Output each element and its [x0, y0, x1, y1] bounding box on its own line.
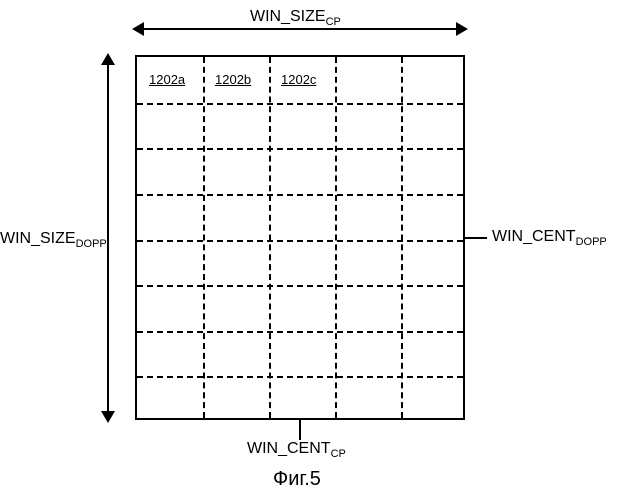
- left-arrow-top: [101, 53, 115, 65]
- grid-col-line: [335, 57, 337, 418]
- cell-label-a: 1202a: [149, 72, 185, 87]
- top-label-text: WIN_SIZE: [250, 8, 326, 25]
- right-label-sub: DOPP: [576, 236, 607, 248]
- right-label: WIN_CENTDOPP: [492, 228, 607, 248]
- grid-row-line: [137, 103, 463, 105]
- right-pointer: [465, 237, 487, 239]
- grid-col-line: [203, 57, 205, 418]
- left-label-text: WIN_SIZE: [0, 230, 76, 247]
- diagram-container: WIN_SIZECP WIN_SIZEDOPP 1202a 1202b 1202…: [0, 0, 622, 500]
- grid-col-line: [269, 57, 271, 418]
- left-arrow-line: [107, 62, 109, 414]
- top-label: WIN_SIZECP: [250, 8, 341, 28]
- grid-row-line: [137, 240, 463, 242]
- left-label-sub: DOPP: [76, 238, 107, 250]
- grid-row-line: [137, 148, 463, 150]
- figure-caption: Фиг.5: [273, 468, 321, 491]
- grid-row-line: [137, 194, 463, 196]
- grid-row-line: [137, 285, 463, 287]
- bottom-label-sub: CP: [331, 448, 346, 460]
- grid-window: 1202a 1202b 1202c: [135, 55, 465, 420]
- left-arrow-bottom: [101, 411, 115, 423]
- bottom-label-text: WIN_CENT: [247, 440, 331, 457]
- cell-label-b: 1202b: [215, 72, 251, 87]
- top-arrow-left: [132, 22, 144, 36]
- grid-row-line: [137, 376, 463, 378]
- top-arrow-right: [456, 22, 468, 36]
- top-arrow-line: [140, 28, 460, 30]
- grid-col-line: [401, 57, 403, 418]
- cell-label-c: 1202c: [281, 72, 316, 87]
- grid-row-line: [137, 331, 463, 333]
- bottom-label: WIN_CENTCP: [247, 440, 346, 460]
- right-label-text: WIN_CENT: [492, 228, 576, 245]
- left-label: WIN_SIZEDOPP: [0, 230, 98, 250]
- bottom-pointer: [299, 420, 301, 440]
- top-label-sub: CP: [326, 16, 341, 28]
